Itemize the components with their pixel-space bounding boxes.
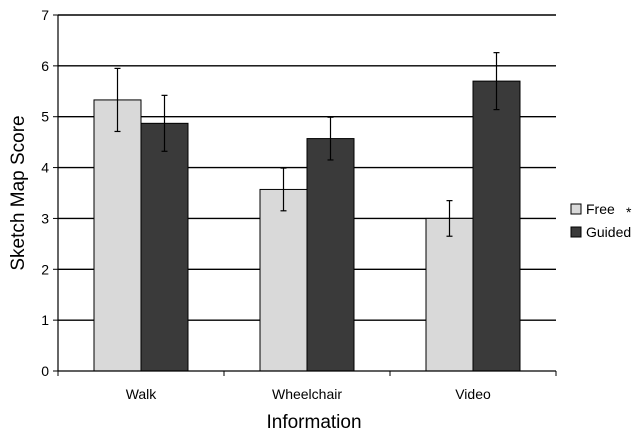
y-tick-label: 6 xyxy=(41,58,49,74)
legend: Free * Guided xyxy=(570,201,632,240)
x-tick-label: Video xyxy=(455,386,491,402)
bar-free-walk xyxy=(93,99,142,372)
x-tick-labels: Walk Wheelchair Video xyxy=(126,386,491,402)
bar-guided-video xyxy=(472,80,521,372)
legend-swatch-guided xyxy=(570,226,582,238)
bar-guided-wheelchair xyxy=(306,138,355,372)
bar-guided-walk xyxy=(140,122,189,372)
x-tick-label: Walk xyxy=(126,386,158,402)
y-tick-label: 4 xyxy=(41,160,49,176)
error-bars xyxy=(114,52,500,237)
y-tick-label: 5 xyxy=(41,109,49,125)
bar-free-video xyxy=(425,217,474,372)
y-tick-label: 2 xyxy=(41,261,49,277)
bar-free-wheelchair xyxy=(259,188,308,372)
y-tick-label: 0 xyxy=(41,363,49,379)
x-axis-title: Information xyxy=(266,412,361,432)
legend-note-asterisk: * xyxy=(626,204,632,220)
y-tick-label: 3 xyxy=(41,210,49,226)
bars xyxy=(93,80,521,372)
y-axis-title: Sketch Map Score xyxy=(8,115,29,270)
y-tick-label: 7 xyxy=(41,7,49,23)
legend-label-guided: Guided xyxy=(586,224,631,240)
y-tick-labels: 0 1 2 3 4 5 6 7 xyxy=(41,7,49,379)
legend-swatch-free xyxy=(570,203,582,215)
x-tick-label: Wheelchair xyxy=(272,386,342,402)
y-tick-label: 1 xyxy=(41,312,49,328)
axes xyxy=(57,15,557,376)
legend-label-free: Free xyxy=(586,201,615,217)
